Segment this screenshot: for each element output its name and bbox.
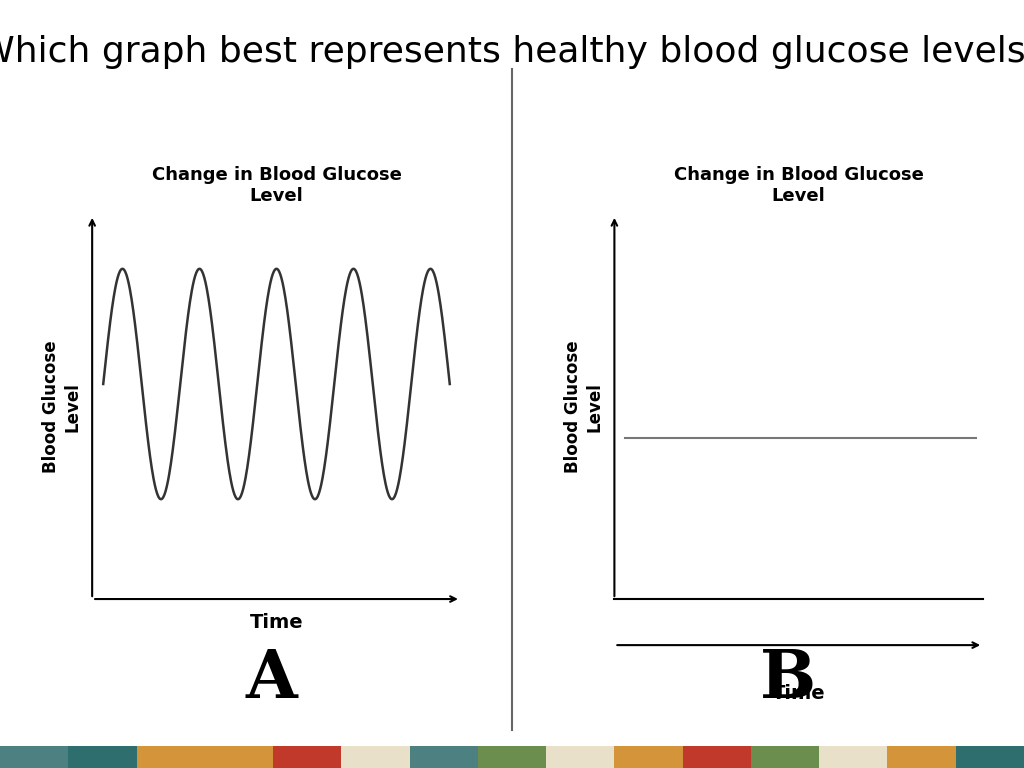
X-axis label: Time: Time — [250, 613, 303, 632]
Title: Change in Blood Glucose
Level: Change in Blood Glucose Level — [674, 167, 924, 205]
Text: A: A — [246, 647, 297, 712]
Y-axis label: Blood Glucose
Level: Blood Glucose Level — [42, 341, 81, 473]
Text: B: B — [761, 647, 816, 712]
Text: Which graph best represents healthy blood glucose levels?: Which graph best represents healthy bloo… — [0, 35, 1024, 68]
Text: Time: Time — [772, 684, 825, 703]
Y-axis label: Blood Glucose
Level: Blood Glucose Level — [564, 341, 603, 473]
Title: Change in Blood Glucose
Level: Change in Blood Glucose Level — [152, 167, 401, 205]
